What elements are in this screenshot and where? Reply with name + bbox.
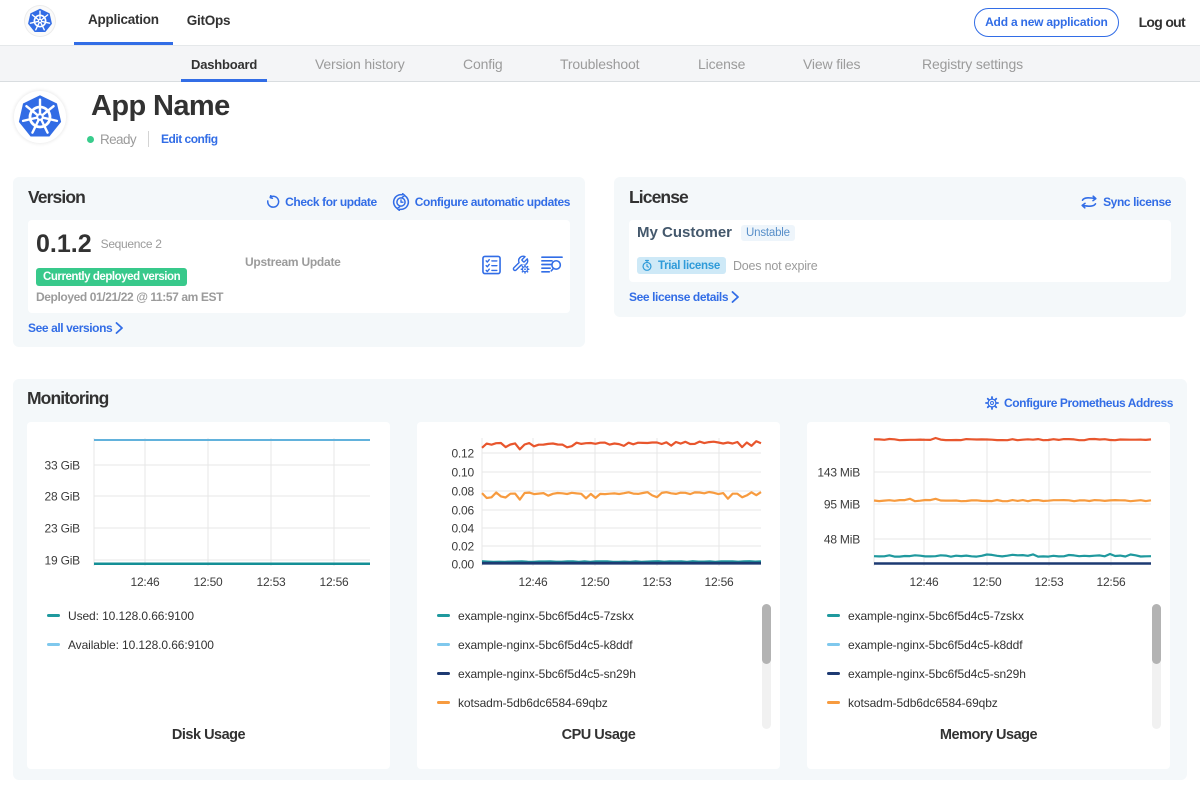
- svg-text:12:56: 12:56: [704, 575, 734, 589]
- svg-text:0.00: 0.00: [451, 558, 474, 572]
- svg-text:0.02: 0.02: [451, 540, 474, 554]
- svg-text:0.06: 0.06: [451, 504, 474, 518]
- svg-text:48 MiB: 48 MiB: [824, 533, 860, 547]
- svg-text:12:53: 12:53: [256, 575, 286, 589]
- svg-text:12:46: 12:46: [909, 575, 939, 589]
- svg-text:0.08: 0.08: [451, 485, 474, 499]
- svg-text:12:56: 12:56: [1096, 575, 1126, 589]
- svg-text:0.04: 0.04: [451, 522, 474, 536]
- svg-text:19 GiB: 19 GiB: [45, 554, 81, 568]
- svg-text:0.10: 0.10: [451, 466, 474, 480]
- svg-text:33 GiB: 33 GiB: [45, 459, 81, 473]
- svg-text:12:46: 12:46: [130, 575, 160, 589]
- svg-text:12:53: 12:53: [642, 575, 672, 589]
- svg-text:12:50: 12:50: [580, 575, 610, 589]
- svg-text:12:46: 12:46: [518, 575, 548, 589]
- svg-text:12:50: 12:50: [972, 575, 1002, 589]
- svg-text:23 GiB: 23 GiB: [45, 522, 81, 536]
- svg-text:143 MiB: 143 MiB: [817, 466, 860, 480]
- svg-text:12:53: 12:53: [1034, 575, 1064, 589]
- svg-text:0.12: 0.12: [451, 447, 474, 461]
- svg-text:12:56: 12:56: [319, 575, 349, 589]
- svg-text:12:50: 12:50: [193, 575, 223, 589]
- svg-text:28 GiB: 28 GiB: [45, 490, 81, 504]
- svg-text:95 MiB: 95 MiB: [824, 498, 860, 512]
